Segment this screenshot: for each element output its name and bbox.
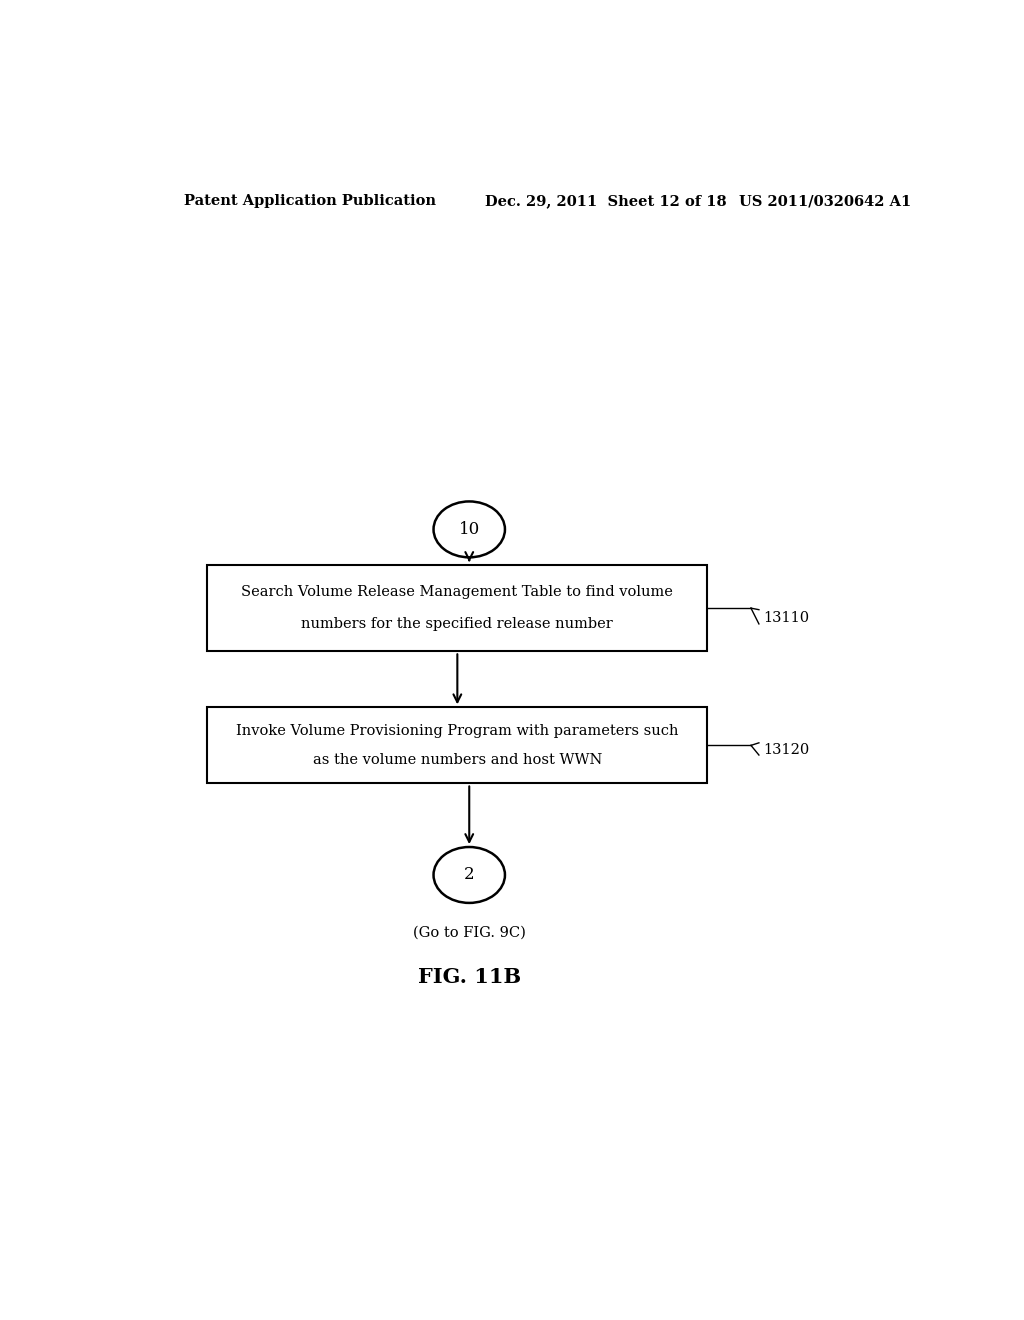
Text: US 2011/0320642 A1: US 2011/0320642 A1 bbox=[739, 194, 911, 209]
Text: FIG. 11B: FIG. 11B bbox=[418, 966, 521, 986]
Text: (Go to FIG. 9C): (Go to FIG. 9C) bbox=[413, 925, 525, 940]
Text: as the volume numbers and host WWN: as the volume numbers and host WWN bbox=[312, 752, 602, 767]
Bar bbox=[207, 565, 708, 651]
Text: Search Volume Release Management Table to find volume: Search Volume Release Management Table t… bbox=[242, 585, 674, 599]
Text: numbers for the specified release number: numbers for the specified release number bbox=[301, 618, 613, 631]
Text: Patent Application Publication: Patent Application Publication bbox=[183, 194, 435, 209]
Text: 2: 2 bbox=[464, 866, 474, 883]
Text: 13110: 13110 bbox=[763, 611, 809, 624]
Bar bbox=[207, 708, 708, 784]
Text: Dec. 29, 2011  Sheet 12 of 18: Dec. 29, 2011 Sheet 12 of 18 bbox=[485, 194, 727, 209]
Text: 10: 10 bbox=[459, 521, 480, 537]
Text: Invoke Volume Provisioning Program with parameters such: Invoke Volume Provisioning Program with … bbox=[237, 725, 679, 738]
Text: 13120: 13120 bbox=[763, 743, 809, 756]
